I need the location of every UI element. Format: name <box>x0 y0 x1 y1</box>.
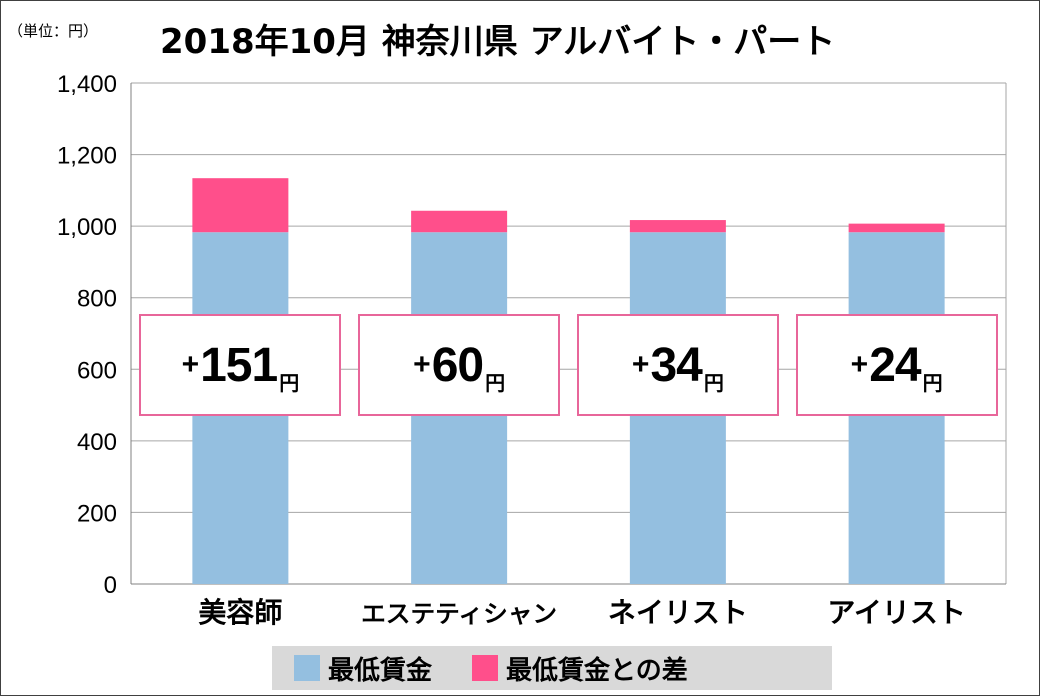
bar-difference <box>192 178 289 233</box>
y-tick-label: 200 <box>77 500 117 527</box>
difference-value: 151 <box>200 338 278 392</box>
bar-difference <box>629 220 726 233</box>
difference-value: 24 <box>869 338 921 392</box>
difference-sign: + <box>413 348 431 381</box>
difference-sign: + <box>181 348 200 381</box>
legend-item-min-wage: 最低賃金 <box>294 650 432 687</box>
difference-value: 34 <box>650 338 702 392</box>
difference-value: 60 <box>431 338 484 392</box>
chart-title: 2018年10月 神奈川県 アルバイト・パート <box>160 22 836 62</box>
legend-label-difference: 最低賃金との差 <box>506 655 688 686</box>
difference-box: +151 円 <box>139 314 342 416</box>
legend-swatch-min-wage <box>294 655 320 681</box>
y-tick-label: 1,400 <box>57 71 117 98</box>
x-category-label: エステティシャン <box>361 600 557 628</box>
x-category-label: アイリスト <box>827 596 966 629</box>
y-tick-label: 800 <box>77 286 117 313</box>
difference-unit: 円 <box>279 371 300 395</box>
y-tick-label: 600 <box>77 357 117 384</box>
difference-box: +24 円 <box>795 314 998 416</box>
bar-difference <box>411 210 508 233</box>
bar-difference <box>848 223 945 233</box>
difference-sign: + <box>850 348 869 381</box>
legend-swatch-difference <box>472 655 499 681</box>
difference-unit: 円 <box>922 371 943 395</box>
y-tick-label: 1,200 <box>57 143 117 170</box>
difference-unit: 円 <box>485 371 506 395</box>
x-category-label: ネイリスト <box>608 596 748 629</box>
unit-label: （単位：円） <box>8 22 99 40</box>
difference-box: +34 円 <box>576 314 779 416</box>
difference-sign: + <box>631 348 650 381</box>
y-tick-label: 1,000 <box>57 214 117 241</box>
difference-unit: 円 <box>703 371 724 395</box>
x-category-label: 美容師 <box>198 596 282 629</box>
legend-label-min-wage: 最低賃金 <box>328 655 433 686</box>
y-tick-label: 0 <box>104 572 117 599</box>
legend-item-difference: 最低賃金との差 <box>472 650 688 687</box>
legend: 最低賃金 最低賃金との差 <box>272 646 832 690</box>
y-tick-label: 400 <box>77 429 117 456</box>
difference-box: +60 円 <box>358 314 561 416</box>
